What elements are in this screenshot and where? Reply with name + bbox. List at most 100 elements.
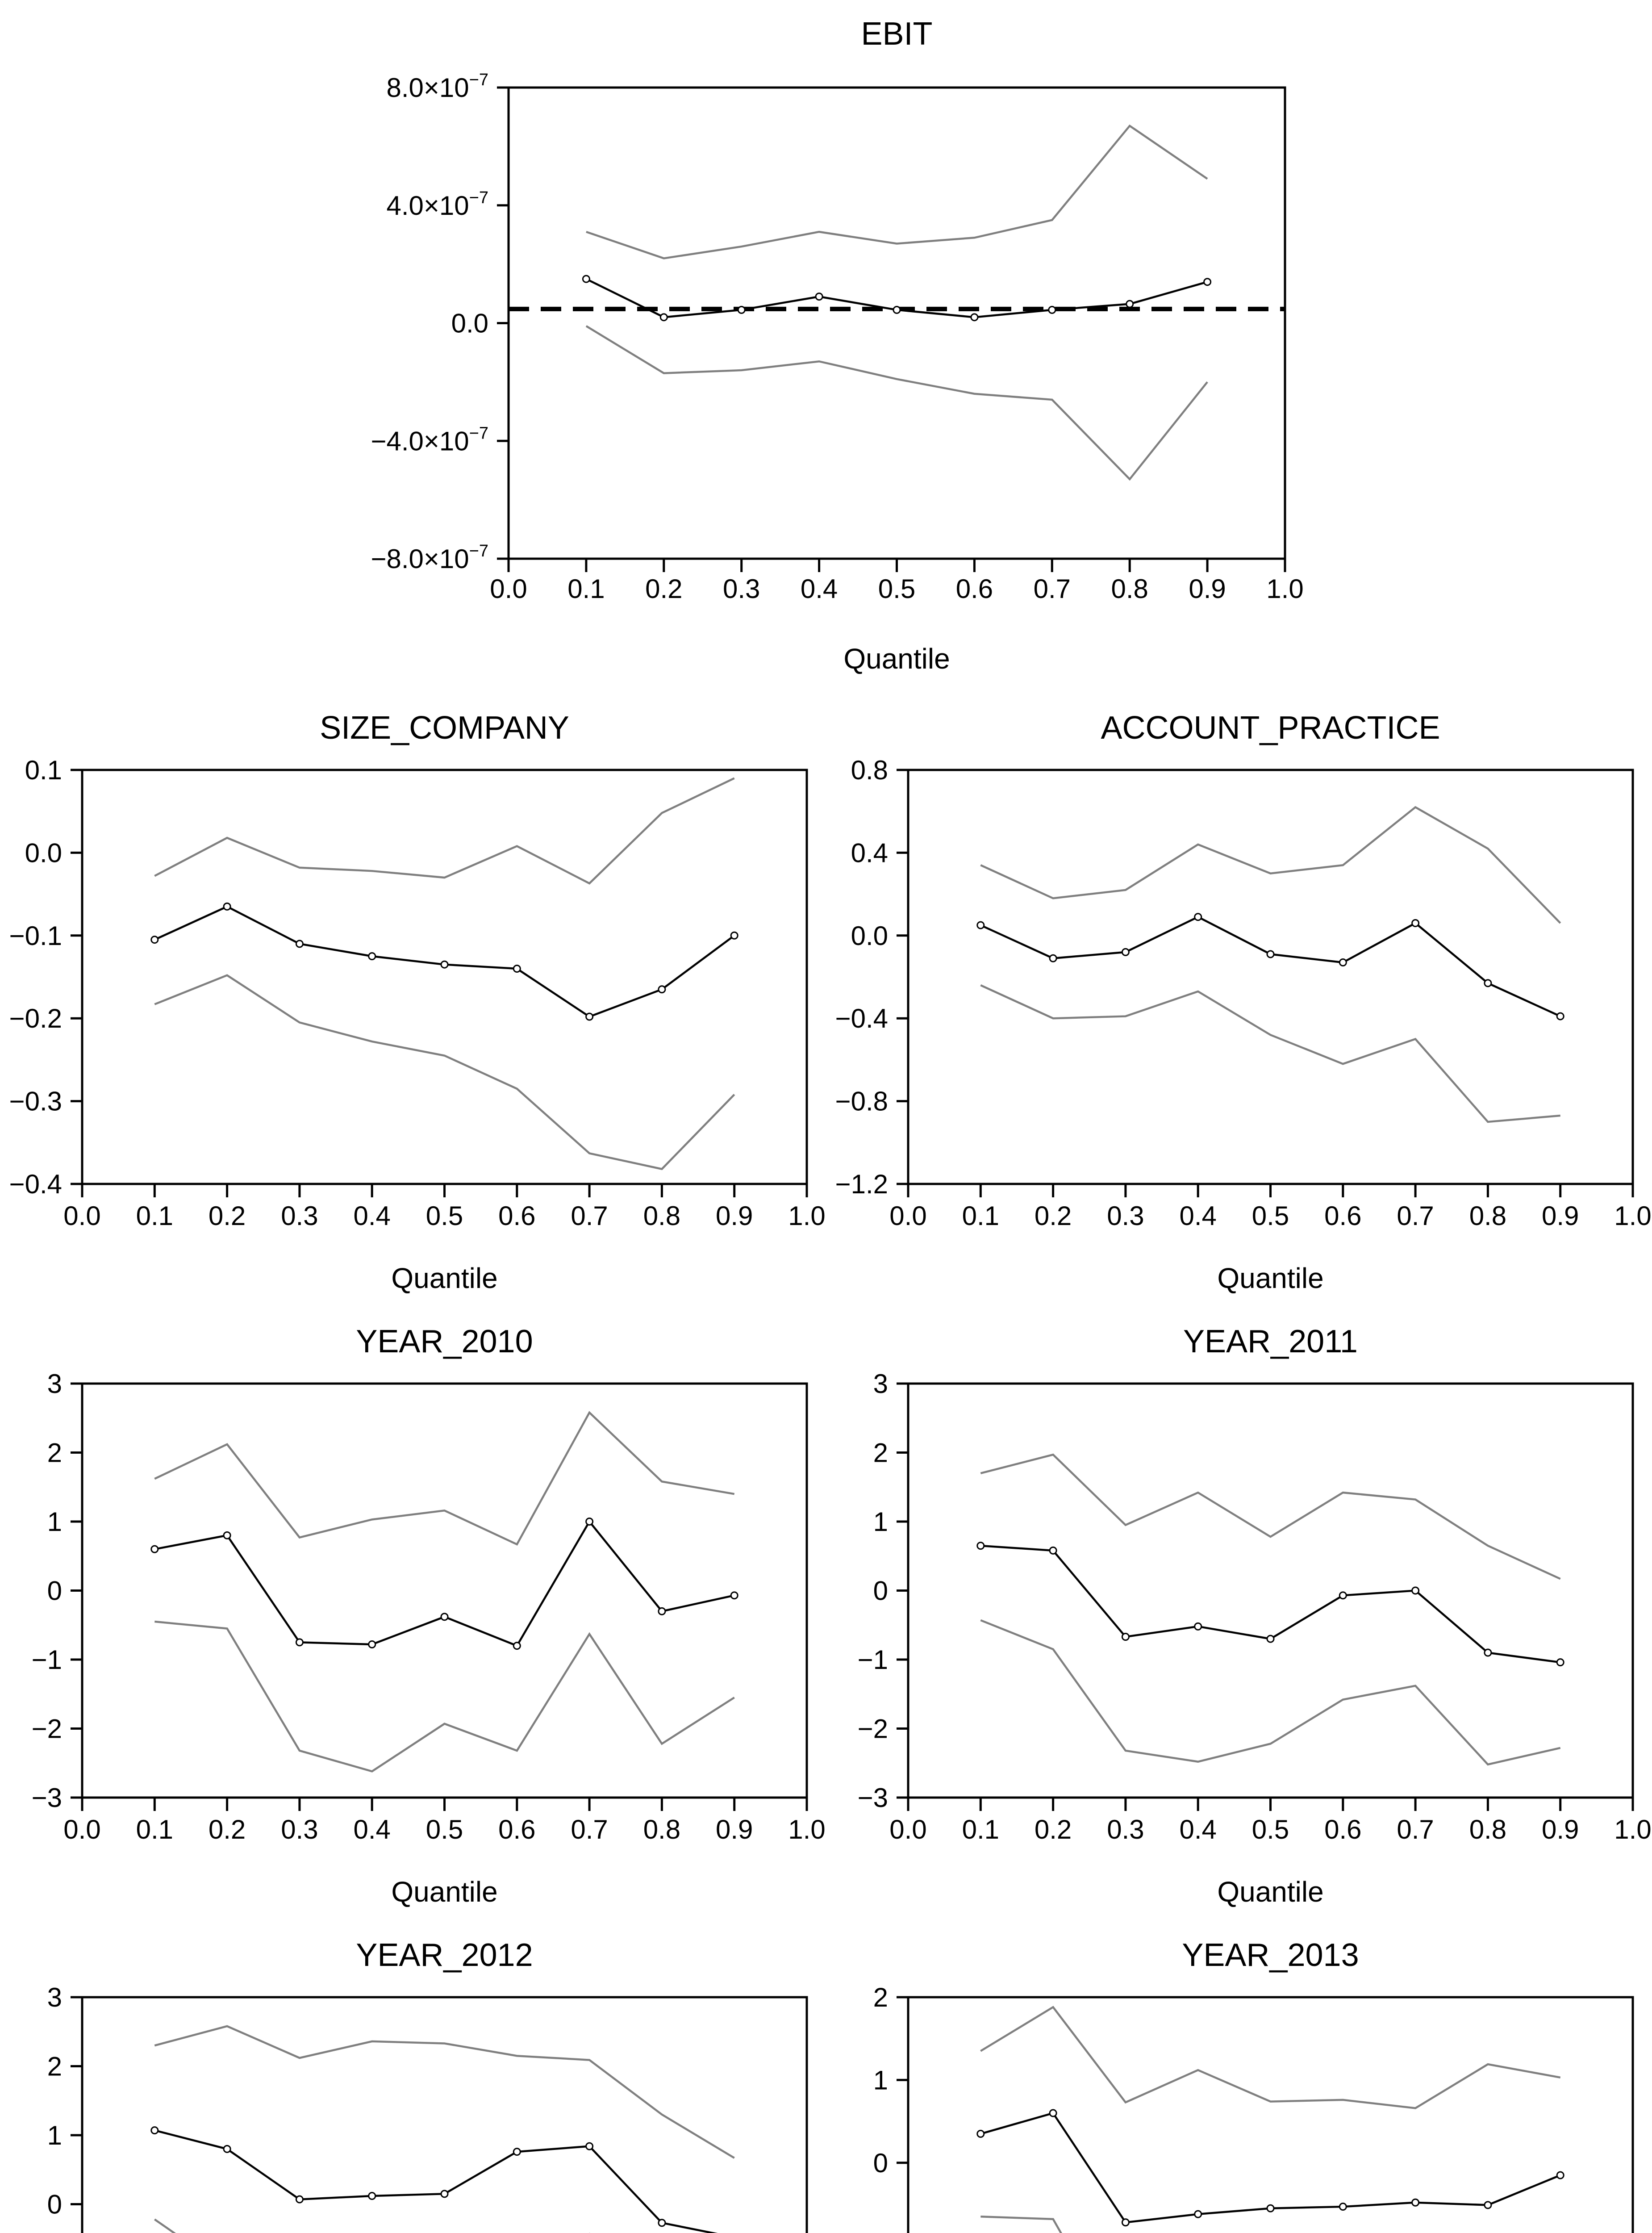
coefficient-line xyxy=(154,1520,735,1647)
x-axis-tick-label: 0.7 xyxy=(571,1201,608,1231)
x-axis-tick-label: 0.1 xyxy=(136,1815,173,1844)
chart-title: YEAR_2013 xyxy=(1182,1937,1359,1973)
y-axis-tick-label: −2 xyxy=(32,1714,62,1744)
chart-title: YEAR_2010 xyxy=(356,1324,533,1359)
upper-ci-line xyxy=(154,2025,735,2159)
x-axis-tick-label: 0.1 xyxy=(136,1201,173,1231)
chart-year-2013-canvas: YEAR_2013210−1−2−30.00.10.20.30.40.50.60… xyxy=(858,1937,1634,2233)
coefficient-marker xyxy=(150,2126,159,2135)
coefficient-marker xyxy=(1339,1591,1347,1600)
plot-frame xyxy=(81,1382,808,1799)
x-axis-tick-label: 0.7 xyxy=(1397,1201,1434,1231)
coefficient-marker xyxy=(1339,958,1347,967)
x-axis-tick-label: 0.0 xyxy=(490,574,527,604)
coefficient-marker xyxy=(1049,1546,1057,1555)
coefficient-marker xyxy=(730,1591,738,1600)
x-axis-label-quantile: Quantile xyxy=(1217,1262,1323,1294)
x-axis-label-quantile: Quantile xyxy=(1217,1876,1323,1908)
coefficient-marker xyxy=(815,293,823,301)
y-axis-tick-label: −0.3 xyxy=(9,1087,62,1116)
y-axis-tick-label: −0.2 xyxy=(9,1004,62,1033)
y-axis-tick-label: 0.4 xyxy=(851,838,888,868)
lower-ci-line xyxy=(980,984,1560,1123)
x-axis-tick-label: 0.9 xyxy=(1542,1201,1579,1231)
x-axis-tick-label: 0.5 xyxy=(1252,1201,1289,1231)
x-axis-tick-label: 0.5 xyxy=(426,1815,463,1844)
chart-title: EBIT xyxy=(861,16,932,52)
chart-title: ACCOUNT_PRACTICE xyxy=(1101,710,1440,746)
coefficient-marker xyxy=(658,1607,666,1615)
coefficient-marker xyxy=(368,2191,376,2200)
x-axis-tick-label: 0.0 xyxy=(63,1201,100,1231)
y-axis-tick-label: −0.4 xyxy=(835,1004,888,1033)
x-axis-tick-label: 0.4 xyxy=(1179,1201,1216,1231)
coefficient-marker xyxy=(585,1518,594,1526)
y-axis-tick-label: 0.0 xyxy=(851,921,888,951)
row-year-2010-2011: YEAR_2010 3 2 1 0 −1 −2 −3 0.0 0.1 0.2 0.3 0.4 0.5 0.6… xyxy=(0,1306,1652,1919)
coefficient-marker xyxy=(1556,1012,1564,1020)
coefficient-marker xyxy=(1194,913,1202,921)
coefficient-marker xyxy=(440,2190,449,2198)
x-axis-tick-label: 0.2 xyxy=(1035,1201,1072,1231)
y-axis-tick-label: 8.0×10−7 xyxy=(386,71,488,103)
x-axis-tick-label: 0.9 xyxy=(1189,574,1226,604)
coefficient-marker xyxy=(295,1638,304,1647)
upper-ci-line xyxy=(980,2006,1561,2109)
y-axis-tick-label: 2 xyxy=(47,1438,62,1468)
coefficient-marker xyxy=(658,2219,666,2227)
coefficient-line xyxy=(980,1544,1560,1664)
coefficient-marker xyxy=(1266,1635,1275,1643)
y-axis-tick-label: 3 xyxy=(47,1369,62,1399)
y-axis-tick-label: 0.8 xyxy=(851,755,888,785)
x-axis-tick-label: 0.1 xyxy=(567,574,605,604)
chart-year-2012: YEAR_20123210−1−2−30.00.10.20.30.40.50.6… xyxy=(0,1919,826,2233)
y-axis-tick-label: −3 xyxy=(858,1783,888,1813)
x-axis-tick-label: 0.8 xyxy=(1469,1201,1506,1231)
x-axis-tick-label: 0.8 xyxy=(1469,1815,1506,1844)
x-axis-tick-label: 0.1 xyxy=(962,1201,999,1231)
lower-ci-line xyxy=(154,1620,735,1773)
chart-ebit: EBIT 8.0×10−7 4.0×10−7 0.0 −4.0×10−7 −8.0×10−… xyxy=(299,0,1353,692)
y-axis-tick-label: −4.0×10−7 xyxy=(371,424,488,456)
chart-year-2012-canvas: YEAR_20123210−1−2−30.00.10.20.30.40.50.6… xyxy=(47,1937,808,2233)
y-axis-tick-label: −0.8 xyxy=(835,1087,888,1116)
x-axis-tick-label: 0.5 xyxy=(878,574,915,604)
x-axis-tick-label: 0.8 xyxy=(643,1201,680,1231)
coefficient-marker xyxy=(150,936,159,944)
x-axis-tick-label: 0.8 xyxy=(1111,574,1148,604)
x-axis-tick-label: 0.0 xyxy=(889,1201,926,1231)
x-axis-tick-label: 0.9 xyxy=(716,1815,753,1844)
y-axis-tick-label: 1 xyxy=(873,2065,888,2095)
y-axis-tick-label: 2 xyxy=(873,1438,888,1468)
plot-frame xyxy=(907,1382,1634,1799)
coefficient-marker xyxy=(1484,979,1492,987)
coefficient-marker xyxy=(1048,305,1056,314)
x-axis-tick-label: 1.0 xyxy=(1614,1201,1651,1231)
chart-title: YEAR_2012 xyxy=(356,1937,533,1973)
chart-year-2010: YEAR_2010 3 2 1 0 −1 −2 −3 0.0 0.1 0.2 0.3 0.4 0.5 0.6… xyxy=(0,1306,826,1919)
x-axis-tick-label: 0.7 xyxy=(1034,574,1071,604)
coefficient-marker xyxy=(1049,2109,1057,2117)
chart-title: YEAR_2011 xyxy=(1183,1324,1358,1359)
x-axis-tick-label: 1.0 xyxy=(788,1201,825,1231)
coefficient-marker xyxy=(585,2142,594,2150)
x-axis-tick-label: 0.3 xyxy=(281,1815,318,1844)
x-axis-tick-label: 0.4 xyxy=(353,1201,390,1231)
coefficient-marker xyxy=(1484,1648,1492,1657)
x-axis-tick-label: 0.6 xyxy=(1324,1201,1361,1231)
y-axis-tick-label: 2 xyxy=(873,1982,888,2012)
x-axis-tick-label: 1.0 xyxy=(1614,1815,1651,1844)
coefficient-marker xyxy=(223,902,231,911)
x-axis-tick-label: 0.7 xyxy=(1397,1815,1434,1844)
coefficient-marker xyxy=(1484,2201,1492,2209)
coefficient-marker xyxy=(1411,919,1420,927)
plot-frame xyxy=(907,769,1634,1185)
coefficient-marker xyxy=(970,313,979,322)
coefficient-marker xyxy=(1411,1586,1420,1595)
x-axis-tick-label: 0.2 xyxy=(645,574,682,604)
y-axis-tick-label: −1 xyxy=(32,1645,62,1675)
coefficient-marker xyxy=(223,2145,231,2153)
y-axis-tick-label: 1 xyxy=(47,1507,62,1537)
x-axis-tick-label: 1.0 xyxy=(788,1815,825,1844)
coefficient-marker xyxy=(659,313,668,322)
